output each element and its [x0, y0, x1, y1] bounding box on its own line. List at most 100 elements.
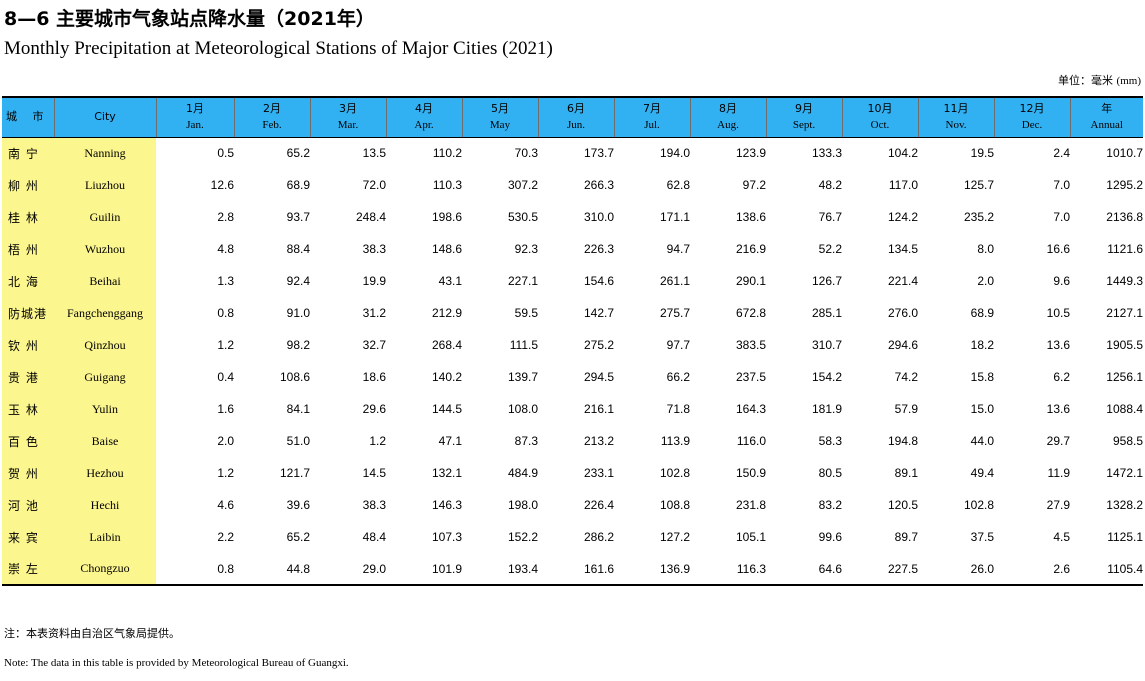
header-month-cn: 1月	[186, 102, 204, 116]
value-cell: 4.6	[217, 498, 234, 512]
value-cell: 310.0	[583, 210, 614, 224]
value-cell: 0.4	[217, 370, 234, 384]
table-row: 桂 林 Guilin 2.8 93.7 248.4 198.6 530.5 310.0 171.…	[2, 201, 1143, 233]
header-month-cn: 年	[1101, 102, 1113, 116]
value-cell: 530.5	[507, 210, 538, 224]
value-cell: 116.3	[690, 553, 766, 586]
value-cell: 136.9	[614, 553, 690, 586]
value-cell: 235.2	[963, 210, 994, 224]
unit-label: 单位：毫米 (mm)	[1058, 72, 1141, 88]
value-cell: 125.7	[963, 178, 994, 192]
value-cell: 89.7	[894, 530, 918, 544]
header-month-en: Dec.	[1021, 119, 1043, 132]
header-month-cn: 5月	[491, 102, 509, 116]
value-cell: 161.6	[538, 553, 614, 586]
value-cell: 72.0	[362, 178, 386, 192]
value-cell: 216.1	[583, 402, 614, 416]
value-cell: 38.3	[362, 498, 386, 512]
header-city-cn: 城 市	[2, 96, 54, 138]
header-month-13: 年 Annual	[1069, 96, 1143, 138]
value-cell: 123.9	[735, 146, 766, 161]
header-month-cn: 9月	[795, 102, 813, 116]
city-name-cn: 柳 州	[2, 169, 54, 201]
table-row: 贺 州 Hezhou 1.2 121.7 14.5 132.1 484.9 233.1 102.…	[2, 457, 1143, 489]
value-cell: 70.3	[514, 146, 538, 161]
value-cell: 198.6	[431, 210, 462, 224]
value-cell: 134.5	[887, 242, 918, 256]
value-cell: 39.6	[286, 498, 310, 512]
value-cell: 7.0	[1053, 210, 1070, 224]
value-cell: 14.5	[362, 466, 386, 480]
table-row: 梧 州 Wuzhou 4.8 88.4 38.3 148.6 92.3 226.3 94.7 21…	[2, 233, 1143, 265]
header-month-12: 12月 Dec.	[993, 96, 1070, 138]
header-month-cn: 4月	[415, 102, 433, 116]
unit-code: (mm)	[1116, 75, 1141, 87]
city-name-en: Wuzhou	[54, 233, 156, 265]
value-cell: 102.8	[659, 466, 690, 480]
value-cell: 4.8	[217, 242, 234, 256]
value-cell: 12.6	[210, 178, 234, 192]
value-cell: 1449.3	[1106, 274, 1143, 288]
value-cell: 2136.8	[1106, 210, 1143, 224]
value-cell: 62.8	[666, 178, 690, 192]
value-cell: 1295.2	[1106, 178, 1143, 192]
header-month-cn: 11月	[943, 102, 969, 116]
city-name-en: Yulin	[54, 393, 156, 425]
city-name-en: Guigang	[54, 361, 156, 393]
value-cell: 221.4	[887, 274, 918, 288]
value-cell: 194.0	[659, 146, 690, 161]
value-cell: 148.6	[431, 242, 462, 256]
value-cell: 152.2	[507, 530, 538, 544]
city-name-cn: 梧 州	[2, 233, 54, 265]
value-cell: 310.7	[811, 338, 842, 352]
value-cell: 307.2	[507, 178, 538, 192]
value-cell: 1256.1	[1106, 370, 1143, 384]
header-month-en: Oct.	[870, 119, 890, 132]
value-cell: 213.2	[583, 434, 614, 448]
table-row: 北 海 Beihai 1.3 92.4 19.9 43.1 227.1 154.6 261.1 2…	[2, 265, 1143, 297]
value-cell: 290.1	[735, 274, 766, 288]
value-cell: 266.3	[583, 178, 614, 192]
header-month-1: 1月 Jan.	[155, 96, 234, 138]
value-cell: 2.2	[217, 530, 234, 544]
value-cell: 110.2	[432, 146, 462, 161]
value-cell: 113.9	[660, 434, 690, 448]
value-cell: 97.7	[666, 338, 690, 352]
value-cell: 1088.4	[1106, 402, 1143, 416]
value-cell: 7.0	[1053, 178, 1070, 192]
value-cell: 48.4	[362, 530, 386, 544]
value-cell: 133.3	[811, 146, 842, 161]
value-cell: 383.5	[735, 338, 766, 352]
city-name-en: Chongzuo	[54, 553, 156, 586]
unit-text: 单位：毫米	[1058, 74, 1114, 87]
value-cell: 83.2	[818, 498, 842, 512]
value-cell: 150.9	[735, 466, 766, 480]
value-cell: 294.5	[583, 370, 614, 384]
table-title-cn: 8—6 主要城市气象站点降水量（2021年）	[4, 8, 375, 30]
header-month-cn: 3月	[339, 102, 357, 116]
value-cell: 64.6	[766, 553, 842, 586]
value-cell: 268.4	[431, 338, 462, 352]
value-cell: 29.6	[362, 402, 386, 416]
header-month-9: 9月 Sept.	[765, 96, 842, 138]
value-cell: 484.9	[507, 466, 538, 480]
value-cell: 672.8	[735, 306, 766, 320]
value-cell: 1.6	[217, 402, 234, 416]
value-cell: 226.4	[583, 498, 614, 512]
value-cell: 2.0	[977, 274, 994, 288]
value-cell: 11.9	[1047, 466, 1070, 480]
table-row: 河 池 Hechi 4.6 39.6 38.3 146.3 198.0 226.4 108.8 2…	[2, 489, 1143, 521]
header-month-6: 6月 Jun.	[537, 96, 614, 138]
header-month-5: 5月 May	[461, 96, 538, 138]
value-cell: 286.2	[583, 530, 614, 544]
city-name-cn: 防城港	[2, 297, 54, 329]
city-name-en: Guilin	[54, 201, 156, 233]
city-name-en: Beihai	[54, 265, 156, 297]
value-cell: 58.3	[818, 434, 842, 448]
value-cell: 18.6	[362, 370, 386, 384]
header-month-cn: 12月	[1019, 102, 1045, 116]
value-cell: 2.6	[994, 553, 1070, 586]
value-cell: 198.0	[507, 498, 538, 512]
header-month-en: Sept.	[792, 119, 816, 132]
value-cell: 146.3	[431, 498, 462, 512]
